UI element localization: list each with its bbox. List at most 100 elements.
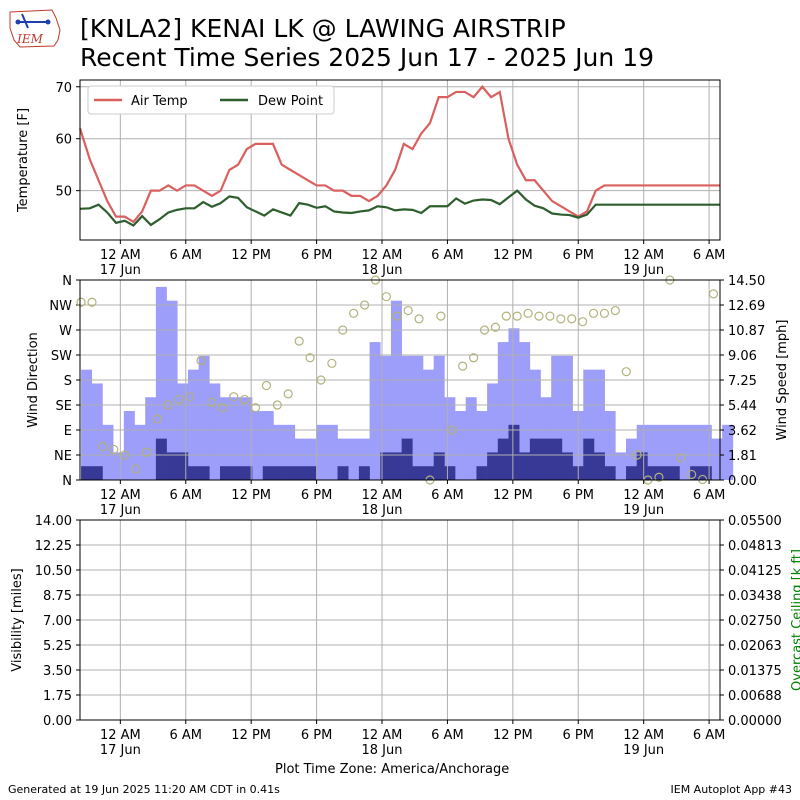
wind-gust-bar xyxy=(198,466,210,480)
wind-direction-point xyxy=(283,389,293,399)
wind-direction-point xyxy=(305,353,315,363)
visibility-tick-label: 12.25 xyxy=(35,539,72,554)
wind-gust-bar xyxy=(294,466,306,480)
x-tick-label: 12 AM xyxy=(623,248,664,263)
legend-label-air-temp: Air Temp xyxy=(131,94,188,109)
wind-speed-bar xyxy=(615,452,627,480)
wind-direction-tick-label: SW xyxy=(51,349,72,364)
x-tick-label: 6 AM xyxy=(431,728,464,743)
wind-speed-bar xyxy=(647,424,659,480)
wind-gust-bar xyxy=(155,438,167,480)
wind-gust-bar xyxy=(668,466,680,480)
x-tick-label: 12 AM xyxy=(362,488,403,503)
wind-direction-point xyxy=(261,380,272,391)
wind-speed-bar xyxy=(722,424,734,480)
x-tick-label: 6 AM xyxy=(431,488,464,503)
wind-direction-point xyxy=(599,308,610,318)
legend-box xyxy=(87,85,335,115)
wind-speed-tick-label: 1.81 xyxy=(728,449,757,464)
wind-direction-point xyxy=(152,414,163,424)
wind-direction-axis-label: Wind Direction xyxy=(26,332,41,428)
wind-gust-bar xyxy=(412,466,424,480)
wind-direction-point xyxy=(327,358,337,368)
wind-gust-bar xyxy=(519,452,531,480)
wind-gust-bar xyxy=(658,466,670,480)
wind-speed-bar xyxy=(187,369,199,480)
wind-speed-axis-label: Wind Speed [mph] xyxy=(775,320,790,441)
wind-direction-point xyxy=(392,311,402,321)
wind-direction-point xyxy=(87,297,97,307)
ceiling-tick-label: 0.01375 xyxy=(728,664,782,679)
x-tick-label: 6 PM xyxy=(301,728,332,743)
wind-speed-bar xyxy=(433,355,445,480)
wind-direction-point xyxy=(207,397,217,407)
wind-gust-bar xyxy=(444,466,456,480)
wind-direction-point xyxy=(458,361,468,371)
wind-gust-bar xyxy=(166,452,178,480)
ceiling-tick-label: 0.03438 xyxy=(728,589,782,604)
wind-speed-tick-label: 9.06 xyxy=(728,349,757,364)
wind-gust-bar xyxy=(508,424,520,480)
logo-text: IEM xyxy=(16,32,44,46)
wind-speed-tick-label: 7.25 xyxy=(728,374,757,389)
wind-speed-tick-label: 5.44 xyxy=(728,399,757,414)
dew-point-line xyxy=(79,189,720,227)
wind-speed-bar xyxy=(177,383,189,480)
wind-direction-point xyxy=(240,394,250,405)
visibility-tick-label: 7.00 xyxy=(43,614,72,629)
x-tick-label: 12 PM xyxy=(493,248,533,263)
wind-speed-bar xyxy=(369,342,381,480)
wind-gust-bar xyxy=(551,438,563,480)
x-tick-label: 6 PM xyxy=(563,488,594,503)
wind-speed-bar xyxy=(476,411,488,480)
ceiling-tick-label: 0.04813 xyxy=(728,539,782,554)
wind-gust-bar xyxy=(497,438,509,480)
visibility-tick-label: 14.00 xyxy=(35,514,72,529)
visibility-axis-label: Visibility [miles] xyxy=(10,568,25,671)
x-tick-label: 12 AM xyxy=(623,488,664,503)
wind-direction-point xyxy=(676,453,686,463)
visibility-tick-label: 8.75 xyxy=(43,589,72,604)
wind-speed-bar xyxy=(487,383,499,480)
wind-speed-bar xyxy=(348,438,360,480)
wind-direction-point xyxy=(349,308,359,318)
wind-speed-bar xyxy=(412,355,424,480)
wind-speed-bar xyxy=(561,355,573,480)
wind-gust-bar xyxy=(604,466,616,480)
wind-direction-point xyxy=(578,317,588,327)
x-tick-label: 6 AM xyxy=(170,248,203,263)
wind-direction-tick-label: E xyxy=(64,424,72,439)
wind-speed-bar xyxy=(166,300,178,480)
wind-speed-bar xyxy=(444,397,456,480)
wind-speed-bar xyxy=(102,424,114,480)
visibility-tick-label: 5.25 xyxy=(43,639,72,654)
wind-speed-tick-label: 0.00 xyxy=(728,474,757,489)
iem-logo: IEM xyxy=(9,9,61,48)
ceiling-tick-label: 0.00000 xyxy=(728,714,782,729)
wind-direction-point xyxy=(163,400,173,410)
x-tick-sublabel: 19 Jun xyxy=(623,263,664,278)
x-tick-label: 6 PM xyxy=(301,488,332,503)
wind-speed-bar xyxy=(380,355,392,480)
wind-speed-bar xyxy=(316,424,328,480)
wind-direction-point xyxy=(141,447,152,457)
wind-speed-bar xyxy=(145,397,157,480)
wind-speed-bar xyxy=(252,411,264,480)
wind-speed-bar xyxy=(529,369,541,480)
logo-dot xyxy=(45,19,51,25)
x-tick-sublabel: 17 Jun xyxy=(100,263,141,278)
wind-direction-point xyxy=(414,314,424,324)
x-tick-label: 6 AM xyxy=(431,248,464,263)
wind-speed-bar xyxy=(679,424,691,480)
wind-direction-tick-label: N xyxy=(62,274,72,289)
x-tick-label: 6 AM xyxy=(170,728,203,743)
wind-direction-point xyxy=(479,325,490,335)
x-tick-label: 12 AM xyxy=(100,248,141,263)
ceiling-tick-label: 0.00688 xyxy=(728,689,782,704)
wind-speed-bar xyxy=(668,424,680,480)
wind-direction-point xyxy=(447,425,457,435)
x-tick-label: 12 AM xyxy=(362,728,403,743)
temperature-legend xyxy=(87,85,335,115)
wind-gust-bar xyxy=(273,466,285,480)
wind-speed-bar xyxy=(390,300,402,480)
